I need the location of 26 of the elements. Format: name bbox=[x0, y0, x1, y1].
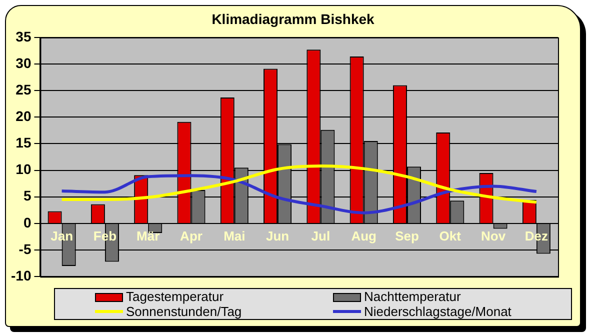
x-tick-label: Sep bbox=[395, 228, 419, 244]
legend-label: Nachttemperatur bbox=[364, 289, 461, 304]
line-series bbox=[60, 164, 538, 204]
x-tick-label: Nov bbox=[481, 228, 506, 244]
y-tick-label: 25 bbox=[16, 81, 32, 98]
x-tick-label: Mai bbox=[224, 228, 246, 244]
x-tick-label: Okt bbox=[439, 228, 462, 244]
x-tick-label: Jul bbox=[311, 228, 330, 244]
legend-label: Tagestemperatur bbox=[126, 289, 224, 304]
y-tick-label: 0 bbox=[23, 214, 32, 230]
y-tick-label: -5 bbox=[18, 240, 32, 257]
chart-title: Klimadiagramm Bishkek bbox=[210, 11, 376, 27]
y-tick-label: 35 bbox=[16, 28, 32, 44]
x-tick-label: Jun bbox=[266, 228, 290, 244]
y-tick-label: 20 bbox=[16, 108, 32, 124]
legend-label: Niederschlagstage/Monat bbox=[364, 304, 512, 319]
x-tick-label: Mär bbox=[136, 228, 160, 244]
y-tick-label: 15 bbox=[16, 134, 32, 151]
y-tick-label: -10 bbox=[11, 267, 32, 284]
x-tick-label: Apr bbox=[180, 228, 202, 244]
y-tick-label: 10 bbox=[16, 161, 32, 178]
y-tick-label: 5 bbox=[23, 188, 32, 204]
y-tick-label: 30 bbox=[16, 54, 32, 71]
legend-label: Sonnenstunden/Tag bbox=[126, 304, 242, 319]
line-series bbox=[60, 174, 538, 214]
x-tick-label: Aug bbox=[351, 228, 377, 244]
